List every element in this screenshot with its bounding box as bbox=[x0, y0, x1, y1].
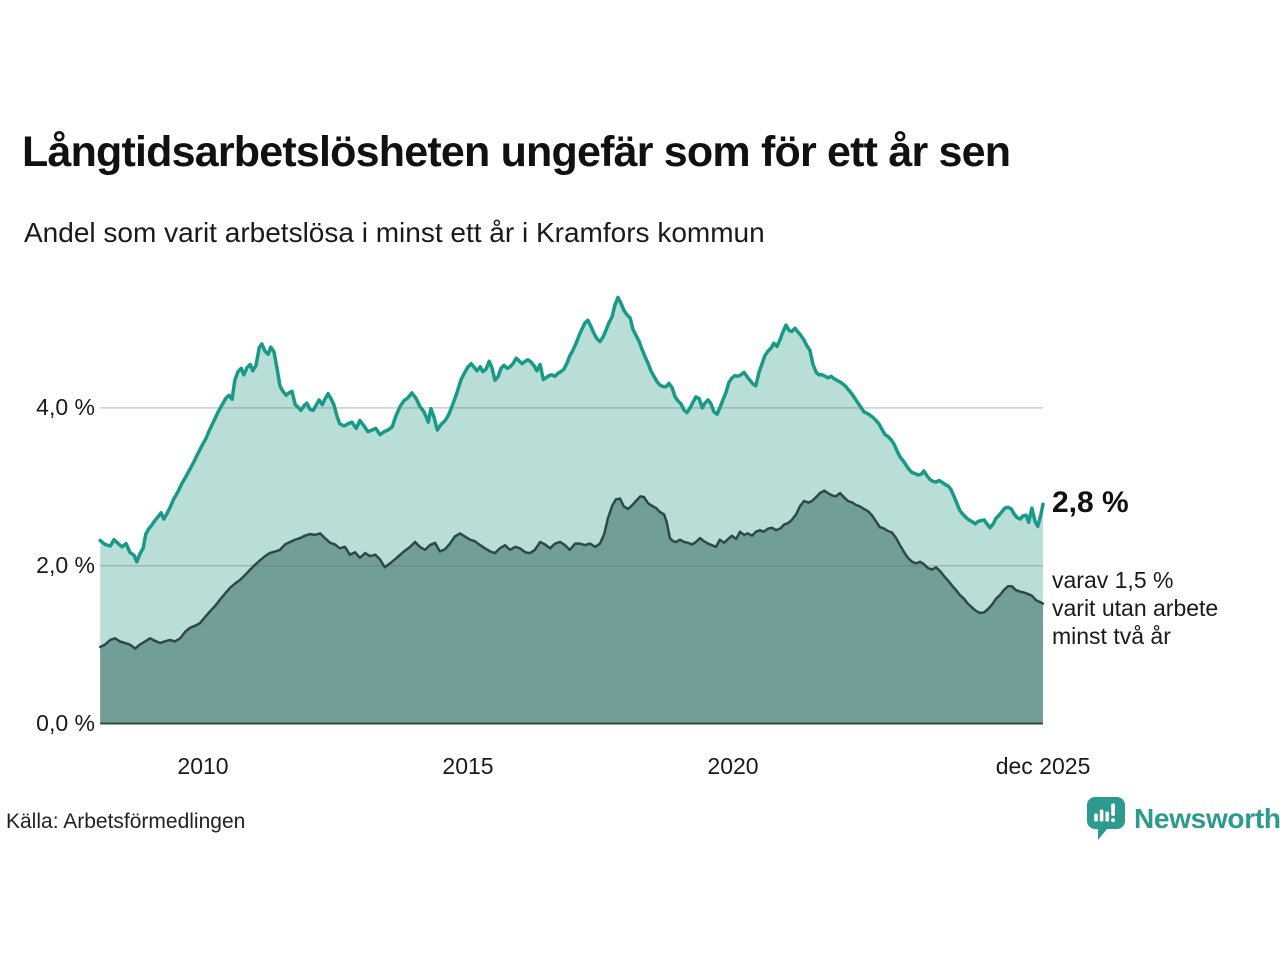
series-line bbox=[98, 295, 1045, 564]
end-value-label: 2,8 % bbox=[1052, 486, 1129, 519]
x-tick-label: dec 2025 bbox=[995, 753, 1091, 779]
newsworthy-bubble-icon bbox=[1087, 797, 1125, 840]
end-note-label: varav 1,5 % varit utan arbete minst två … bbox=[1052, 566, 1218, 650]
x-tick-label: 2015 bbox=[442, 753, 494, 779]
x-tick-label: 2020 bbox=[707, 753, 759, 779]
y-tick-label: 4,0 % bbox=[36, 393, 95, 420]
y-tick-label: 2,0 % bbox=[36, 551, 95, 578]
source-note: Källa: Arbetsförmedlingen bbox=[6, 810, 246, 833]
newsworthy-wordmark: Newsworthy bbox=[1134, 803, 1280, 834]
series-line bbox=[98, 489, 1045, 650]
page-subtitle: Andel som varit arbetslösa i minst ett å… bbox=[24, 217, 765, 248]
x-tick-label: 2010 bbox=[177, 753, 229, 779]
end-note-line: varit utan arbete bbox=[1052, 595, 1219, 621]
end-note-line: varav 1,5 % bbox=[1052, 567, 1174, 593]
series-fill bbox=[100, 490, 1043, 724]
end-note-line: minst två år bbox=[1052, 623, 1171, 649]
newsworthy-logo: Newsworthy bbox=[1086, 796, 1280, 842]
y-tick-label: 0,0 % bbox=[36, 709, 95, 736]
page-title: Långtidsarbetslösheten ungefär som för e… bbox=[22, 128, 1011, 176]
